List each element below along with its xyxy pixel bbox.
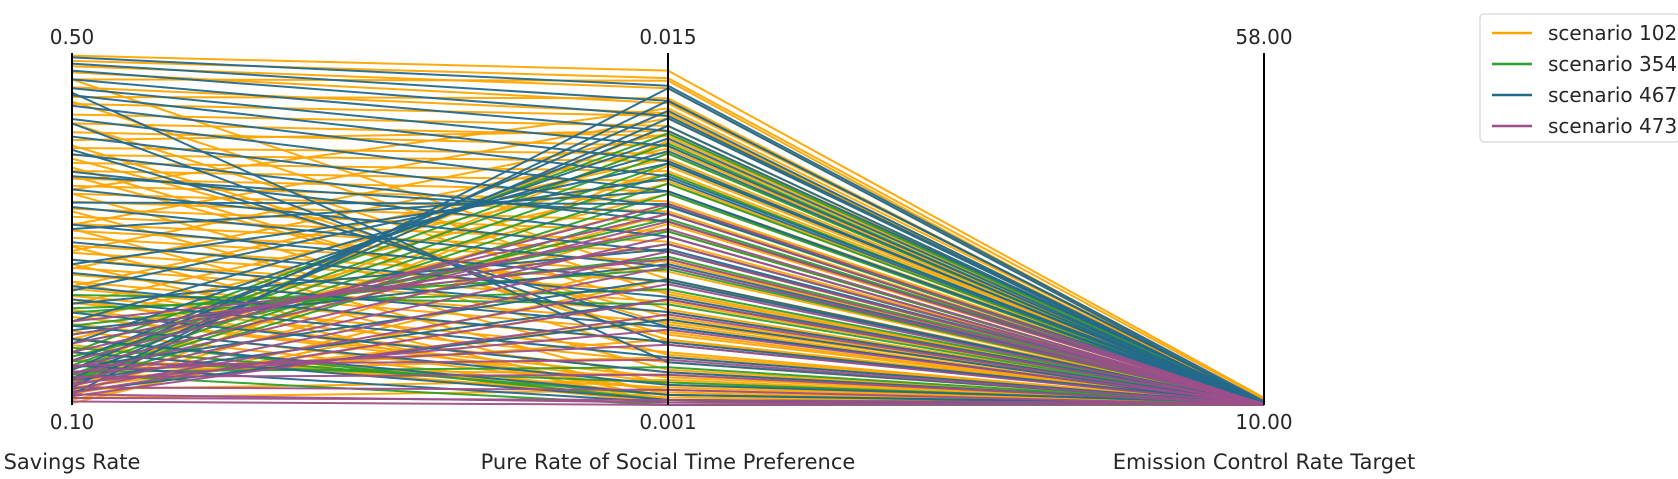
axis-max-tick: 0.015 <box>639 25 696 49</box>
axis-min-tick: 0.001 <box>639 410 696 434</box>
legend-entry: scenario 102 <box>1548 21 1677 45</box>
axis-label: Savings Rate <box>4 450 141 474</box>
axis-max-tick: 58.00 <box>1235 25 1292 49</box>
axis-label: Emission Control Rate Target <box>1113 450 1416 474</box>
chart-axes: 0.50 0.10 Savings Rate 0.015 0.001 Pure Rate … <box>4 25 1416 474</box>
legend-entry: scenario 354 <box>1548 52 1677 76</box>
legend-entry: scenario 467 <box>1548 83 1677 107</box>
legend-entry: scenario 473 <box>1548 114 1677 138</box>
axis-max-tick: 0.50 <box>50 25 95 49</box>
legend-frame <box>1479 13 1678 143</box>
axis-min-tick: 10.00 <box>1235 410 1292 434</box>
legend: scenario 102 scenario 354 scenario 467 scen… <box>1479 13 1678 143</box>
axis-label: Pure Rate of Social Time Preference <box>481 450 856 474</box>
axis-min-tick: 0.10 <box>50 410 95 434</box>
